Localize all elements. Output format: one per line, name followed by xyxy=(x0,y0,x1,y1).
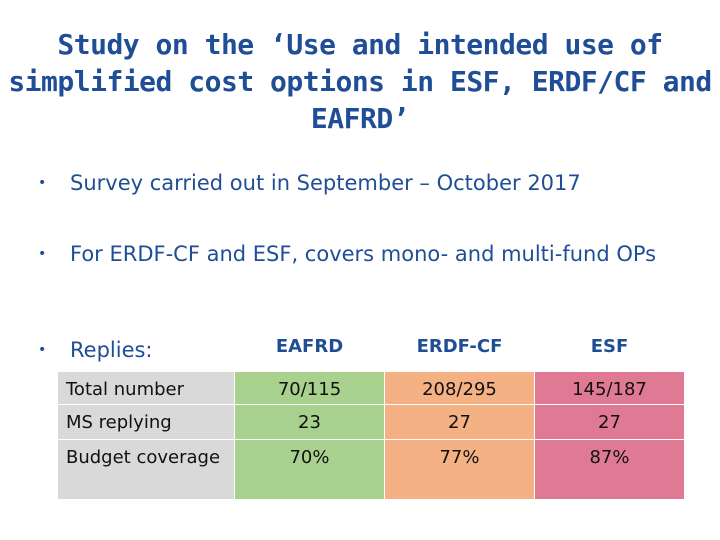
cell-eafrd: 23 xyxy=(234,404,385,440)
cell-erdf-cf: 27 xyxy=(384,404,535,440)
bullet-icon: • xyxy=(38,342,47,358)
table-row: Budget coverage 70% 77% 87% xyxy=(57,439,685,500)
cell-eafrd: 70/115 xyxy=(234,371,385,405)
replies-table: EAFRD ERDF-CF ESF Total number 70/115 20… xyxy=(57,335,685,500)
bullet-icon: • xyxy=(38,175,47,191)
bullet-survey: • Survey carried out in September – Octo… xyxy=(38,170,581,196)
table-header-row: EAFRD ERDF-CF ESF xyxy=(57,335,685,372)
slide-title: Study on the ‘Use and intended use of si… xyxy=(8,28,712,135)
cell-erdf-cf: 208/295 xyxy=(384,371,535,405)
cell-eafrd: 70% xyxy=(234,439,385,500)
row-label: Budget coverage xyxy=(57,439,235,500)
cell-erdf-cf: 77% xyxy=(384,439,535,500)
header-blank-cell xyxy=(57,335,235,372)
cell-esf: 145/187 xyxy=(534,371,685,405)
bullet-text: For ERDF-CF and ESF, covers mono- and mu… xyxy=(70,242,657,266)
row-label: Total number xyxy=(57,371,235,405)
row-label: MS replying xyxy=(57,404,235,440)
bullet-text: Survey carried out in September – Octobe… xyxy=(70,171,581,195)
cell-esf: 27 xyxy=(534,404,685,440)
bullet-coverage: • For ERDF-CF and ESF, covers mono- and … xyxy=(38,241,678,267)
column-header-erdf-cf: ERDF-CF xyxy=(384,335,535,372)
column-header-esf: ESF xyxy=(534,335,685,372)
table-row: MS replying 23 27 27 xyxy=(57,404,685,440)
cell-esf: 87% xyxy=(534,439,685,500)
bullet-icon: • xyxy=(38,246,47,262)
column-header-eafrd: EAFRD xyxy=(234,335,385,372)
table-row: Total number 70/115 208/295 145/187 xyxy=(57,371,685,405)
